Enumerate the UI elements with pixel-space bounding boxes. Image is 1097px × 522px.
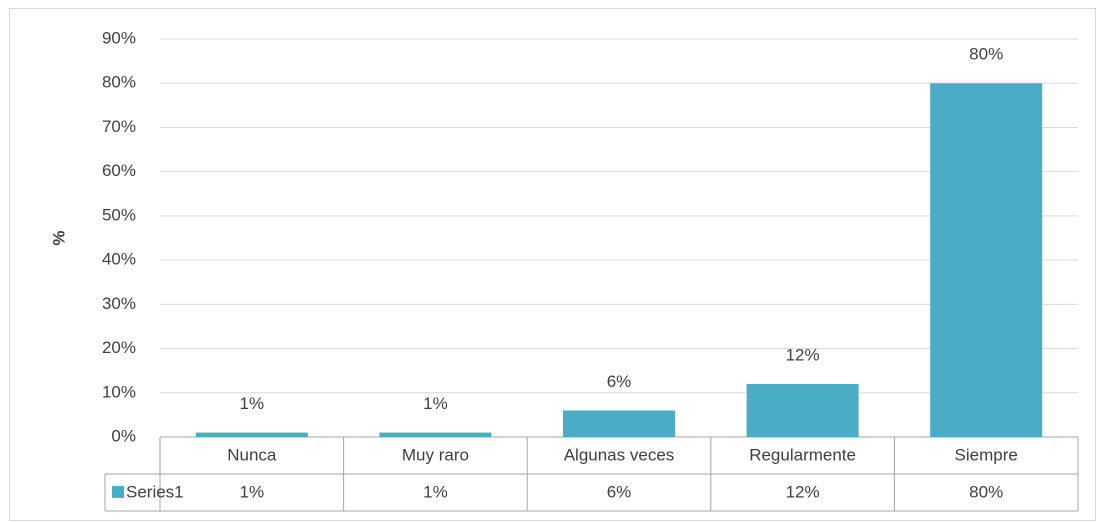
x-tick-label: Siempre [955,445,1018,464]
y-tick-label: 80% [102,73,136,92]
data-label: 1% [423,394,448,413]
y-tick-label: 20% [102,338,136,357]
y-tick-label: 0% [111,426,136,445]
data-label: 6% [607,372,632,391]
bar [930,83,1043,437]
table-value: 1% [423,482,448,501]
y-tick-label: 90% [102,28,136,47]
y-tick-label: 50% [102,205,136,224]
y-tick-label: 60% [102,161,136,180]
bar [563,410,675,437]
table-value: 6% [607,482,632,501]
y-tick-label: 40% [102,250,136,269]
x-tick-label: Algunas veces [564,445,675,464]
x-tick-label: Nunca [227,445,277,464]
data-label: 1% [240,394,265,413]
x-tick-label: Regularmente [749,445,856,464]
bar [379,432,492,437]
y-tick-label: 70% [102,117,136,136]
table-value: 80% [969,482,1003,501]
data-label: 12% [786,345,820,364]
y-tick-label: 30% [102,294,136,313]
y-tick-label: 10% [102,382,136,401]
data-label: 80% [969,45,1003,64]
bar [195,432,308,437]
bar [746,383,859,437]
y-axis-label: % [49,230,68,245]
table-value: 1% [240,482,265,501]
table-value: 12% [786,482,820,501]
legend-swatch [112,486,124,498]
x-tick-label: Muy raro [402,445,469,464]
chart-border [9,8,1096,521]
legend-label: Series1 [126,482,184,501]
